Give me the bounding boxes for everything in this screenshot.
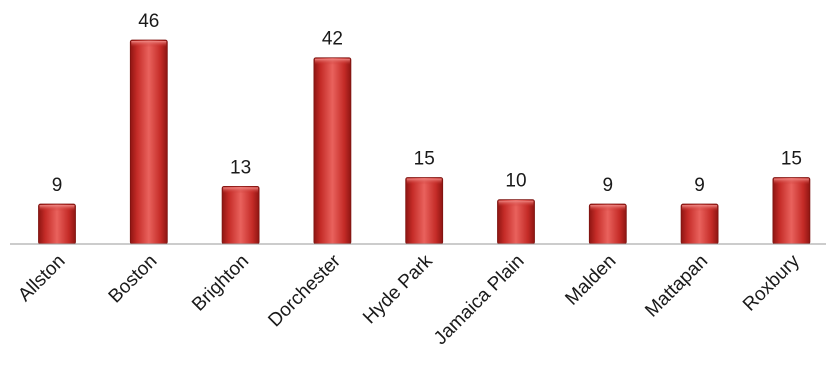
bar-roxbury (772, 177, 811, 245)
bar-brighton (221, 185, 260, 245)
tick-label-roxbury: Roxbury (739, 250, 804, 315)
tick-label-hyde-park: Hyde Park (359, 250, 437, 328)
data-label-allston: 9 (52, 175, 63, 196)
bar-highlight (131, 40, 167, 47)
data-label-brighton: 13 (230, 157, 251, 178)
value-labels-group: 9 46 13 42 15 10 9 9 15 (52, 11, 802, 196)
data-label-hyde-park: 15 (414, 148, 435, 169)
tick-label-jamaica-plain: Jamaica Plain (430, 251, 528, 349)
bar-dorchester (313, 57, 352, 245)
tick-label-malden: Malden (561, 251, 620, 310)
bar-highlight (39, 205, 75, 212)
tick-labels-group: Allston Boston Brighton Dorchester Hyde Park… (14, 250, 804, 349)
bar-highlight (498, 200, 534, 207)
data-label-roxbury: 15 (781, 148, 802, 169)
bars-group (38, 39, 811, 245)
tick-label-boston: Boston (105, 251, 162, 308)
bar-hyde-park (405, 177, 444, 245)
bar-highlight (223, 187, 259, 194)
data-label-mattapan: 9 (694, 175, 705, 196)
data-label-jamaica-plain: 10 (505, 171, 526, 192)
bar-highlight (406, 178, 442, 185)
data-label-malden: 9 (603, 175, 614, 196)
data-label-dorchester: 42 (322, 29, 343, 50)
tick-label-mattapan: Mattapan (641, 251, 712, 322)
data-label-boston: 46 (138, 11, 159, 32)
tick-label-brighton: Brighton (188, 251, 253, 316)
bar-highlight (314, 58, 350, 65)
tick-label-allston: Allston (14, 251, 69, 306)
bar-highlight (590, 205, 626, 212)
tick-label-dorchester: Dorchester (264, 250, 345, 331)
bar-highlight (773, 178, 809, 185)
bar-boston (129, 39, 168, 245)
bar-highlight (682, 205, 718, 212)
